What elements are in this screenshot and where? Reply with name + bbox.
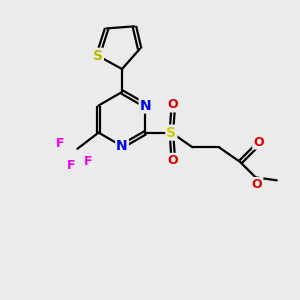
- Text: O: O: [253, 136, 264, 148]
- Text: F: F: [56, 137, 64, 150]
- Text: S: S: [93, 49, 103, 63]
- Text: O: O: [252, 178, 262, 191]
- Text: N: N: [140, 98, 151, 112]
- Text: S: S: [167, 126, 176, 140]
- Text: F: F: [83, 155, 92, 168]
- Text: N: N: [116, 139, 128, 153]
- Text: O: O: [168, 98, 178, 111]
- Text: O: O: [168, 154, 178, 167]
- Text: F: F: [67, 159, 75, 172]
